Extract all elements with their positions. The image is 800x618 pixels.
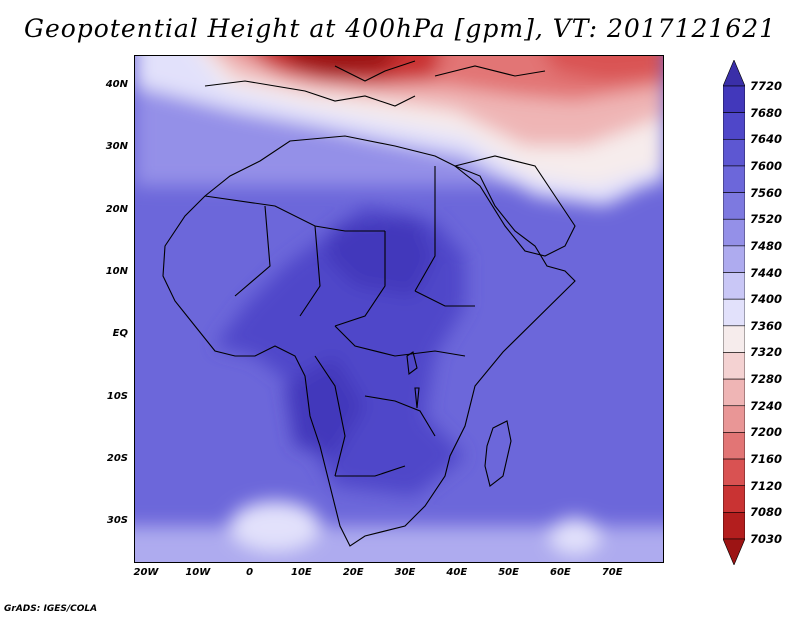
lon-label: 50E [498, 567, 519, 578]
colorbar-segment [723, 512, 745, 540]
colorbar-segment [723, 218, 745, 247]
colorbar-label: 7680 [750, 105, 783, 120]
lat-label: EQ [112, 328, 128, 340]
lat-label: 10S [106, 390, 128, 402]
colorbar-label: 7400 [750, 292, 783, 307]
colorbar-segment [723, 60, 745, 87]
colorbar-segment [723, 272, 745, 300]
colorbar-segment [723, 112, 745, 140]
lon-label: 10W [185, 567, 211, 578]
colorbar-label: 7160 [750, 452, 783, 467]
colorbar-segment [723, 485, 745, 513]
colorbar-label: 7520 [750, 212, 783, 227]
colorbar-segment [723, 138, 745, 167]
colorbar-label: 7240 [750, 398, 783, 413]
colorbar-label: 7360 [750, 318, 783, 333]
colorbar-label: 7440 [750, 265, 783, 280]
colorbar-label: 7600 [750, 158, 783, 173]
colorbar-segment [723, 352, 745, 380]
colorbar-label: 7030 [750, 532, 783, 546]
colorbar-label: 7320 [750, 345, 783, 360]
colorbar-label: 7080 [750, 505, 783, 520]
colorbar-segment [723, 378, 745, 407]
colorbar-label: 7480 [750, 238, 783, 253]
colorbar-segment [723, 165, 745, 193]
colorbar-label: 7640 [750, 132, 783, 147]
credit-text: GrADS: IGES/COLA [4, 604, 98, 614]
lat-label: 40N [105, 79, 128, 90]
colorbar-segment [723, 432, 745, 460]
lon-label: 20W [133, 567, 159, 578]
lon-label: 20E [342, 567, 364, 578]
colorbar [723, 60, 745, 565]
colorbar-label: 7200 [750, 425, 783, 440]
colorbar-label: 7720 [750, 79, 783, 93]
geopotential-field [135, 56, 663, 562]
lon-label: 30E [394, 567, 416, 578]
colorbar-segment [723, 458, 745, 487]
map-title: Geopotential Height at 400hPa [gpm], VT:… [23, 14, 777, 43]
colorbar-segment [723, 538, 745, 565]
colorbar-label: 7280 [750, 372, 783, 387]
colorbar-segment [723, 298, 745, 327]
lat-label: 20N [105, 203, 128, 215]
colorbar-segment [723, 325, 745, 353]
lon-label: 10E [291, 567, 312, 578]
colorbar-segment [723, 85, 745, 113]
lat-label: 30N [105, 141, 128, 153]
colorbar-label: 7120 [750, 478, 783, 493]
lon-label: 60E [550, 567, 571, 578]
lat-label: 20S [106, 452, 128, 464]
lon-label: 40E [446, 567, 468, 578]
coastline-outline [162, 60, 576, 547]
colorbar-segment [723, 405, 745, 433]
lat-label: 30S [106, 515, 128, 527]
colorbar-segment [723, 192, 745, 220]
lon-label: 0 [246, 567, 254, 578]
colorbar-segment [723, 245, 745, 273]
lat-label: 10N [105, 265, 128, 277]
map-plot-area [134, 55, 664, 563]
colorbar-label: 7560 [750, 185, 783, 200]
lon-label: 70E [601, 567, 623, 578]
